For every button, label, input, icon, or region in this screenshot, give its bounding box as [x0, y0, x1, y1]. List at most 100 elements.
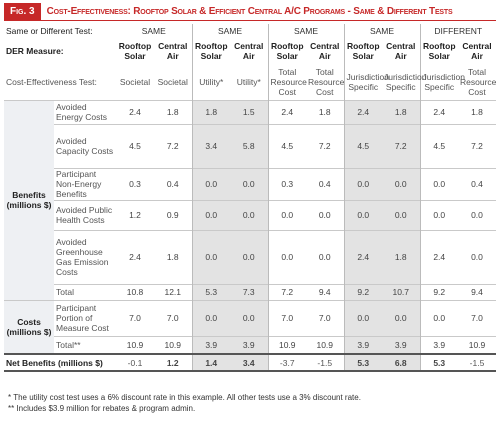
cell-value: 3.4 [191, 123, 230, 168]
row-label: Avoided Capacity Costs [54, 123, 116, 168]
test-name: Societal [157, 76, 188, 87]
test-name: Jurisdiction Specific [419, 64, 465, 100]
cell-value: 0.0 [458, 199, 496, 230]
cell-value: 10.7 [382, 283, 420, 300]
cell-value: 7.2 [382, 123, 420, 168]
cell-value: 2.4 [343, 99, 382, 124]
cell-value: 0.0 [343, 167, 382, 200]
cell-value: 4.5 [343, 123, 382, 168]
cell-value: 10.8 [116, 283, 154, 300]
test-name: Utility* [191, 64, 230, 100]
table-row: Participant Non-Energy Benefits 0.3 0.4 0.0… [4, 167, 496, 200]
cell-value: 7.0 [458, 299, 496, 336]
table-row: Benefits (millions $) Avoided Energy Cost… [4, 99, 496, 300]
row-label: Total** [54, 335, 116, 354]
test-name: Utility* [236, 76, 261, 87]
measure-name: Central Air [234, 41, 264, 61]
row-label: Avoided Energy Costs [54, 99, 116, 124]
cell-value: 1.8 [306, 99, 344, 124]
table-row: Avoided Public Health Costs 1.2 0.9 0.0 0.0 0… [4, 199, 496, 230]
cell-value: 0.0 [191, 229, 230, 284]
cell-value: 7.0 [267, 299, 306, 336]
cell-value: 0.3 [116, 167, 154, 200]
measure-name: Rooftop Solar [118, 41, 152, 61]
cell-value: 0.0 [382, 167, 420, 200]
test-name: Jurisdiction Specific [384, 71, 427, 92]
cell-value: 1.8 [154, 99, 192, 124]
row-label: Same or Different Test: [6, 26, 93, 36]
row-label: Avoided Greenhouse Gas Emission Costs [54, 229, 116, 284]
cell-value: 0.0 [230, 199, 268, 230]
cell-value: 9.4 [306, 283, 344, 300]
group-label: DIFFERENT [419, 24, 496, 38]
cell-value: 5.3 [191, 283, 230, 300]
table-body: Same or Different Test: SAME SAME SAME SAME D… [4, 24, 496, 372]
net-value: 6.8 [382, 353, 420, 372]
row-label: Cost-Effectiveness Test: [6, 76, 97, 87]
cell-value: 4.5 [267, 123, 306, 168]
group-label: SAME [343, 24, 420, 38]
cell-value: 1.8 [382, 99, 420, 124]
measure-name: Central Air [158, 41, 188, 61]
cell-value: 10.9 [116, 335, 154, 354]
cell-value: 12.1 [154, 283, 192, 300]
test-name: Total Resource Cost [267, 64, 307, 100]
cell-value: 0.0 [267, 229, 306, 284]
net-value: -3.7 [267, 353, 306, 372]
cell-value: 5.8 [230, 123, 268, 168]
cell-value: 3.9 [191, 335, 230, 354]
cell-value: 0.4 [306, 167, 344, 200]
net-value: -0.1 [116, 353, 154, 372]
cell-value: 0.0 [230, 167, 268, 200]
measure-name: Central Air [462, 41, 492, 61]
cell-value: 1.8 [191, 99, 230, 124]
measure-name: Rooftop Solar [343, 38, 382, 64]
cell-value: 3.9 [230, 335, 268, 354]
cell-value: 10.9 [154, 335, 192, 354]
test-name: Jurisdiction Specific [343, 64, 389, 100]
cell-value: 1.5 [230, 99, 268, 124]
row-label: Participant Portion of Measure Cost [54, 299, 116, 336]
row-label: Participant Non-Energy Benefits [54, 167, 116, 200]
net-value: 5.3 [343, 353, 382, 372]
cell-value: 7.2 [154, 123, 192, 168]
cell-value: 10.9 [458, 335, 496, 354]
net-label: Net Benefits (millions $) [4, 353, 116, 372]
cell-value: 7.2 [267, 283, 306, 300]
cell-value: 0.4 [154, 167, 192, 200]
cell-value: 0.0 [191, 299, 230, 336]
net-value: -1.5 [458, 353, 496, 372]
cell-value: 3.9 [382, 335, 420, 354]
cell-value: 7.2 [306, 123, 344, 168]
table-row: Costs (millions $) Participant Portion of… [4, 299, 496, 354]
cell-value: 0.0 [230, 299, 268, 336]
cell-value: 10.9 [306, 335, 344, 354]
cell-value: 0.0 [306, 229, 344, 284]
cell-value: 0.0 [458, 229, 496, 284]
cell-value: 0.0 [191, 167, 230, 200]
cell-value: 1.8 [154, 229, 192, 284]
row-label: Avoided Public Health Costs [54, 199, 116, 230]
cell-value: 0.0 [419, 167, 458, 200]
cell-value: 4.5 [116, 123, 154, 168]
cell-value: 0.0 [306, 199, 344, 230]
cost-table: Same or Different Test: SAME SAME SAME SAME D… [4, 24, 496, 372]
cell-value: 7.0 [154, 299, 192, 336]
cell-value: 0.0 [230, 229, 268, 284]
cell-value: 0.0 [382, 299, 420, 336]
cell-value: 0.0 [382, 199, 420, 230]
section-label: Costs (millions $) [4, 299, 54, 354]
measure-name: Central Air [386, 41, 416, 61]
row-label: DER Measure: [6, 46, 64, 56]
cell-value: 0.0 [343, 199, 382, 230]
net-value: 1.2 [154, 353, 192, 372]
cell-value: 4.5 [419, 123, 458, 168]
table-row: Total** 10.9 10.9 3.9 3.9 10.9 10.9 3.9 3.9 3.9 10… [4, 335, 496, 354]
figure-title: Cost-Effectiveness: Rooftop Solar & Effi… [46, 6, 453, 17]
cell-value: 0.3 [267, 167, 306, 200]
test-name: Societal [119, 76, 151, 87]
cell-value: 7.2 [458, 123, 496, 168]
cell-value: 0.9 [154, 199, 192, 230]
cell-value: 7.0 [116, 299, 154, 336]
